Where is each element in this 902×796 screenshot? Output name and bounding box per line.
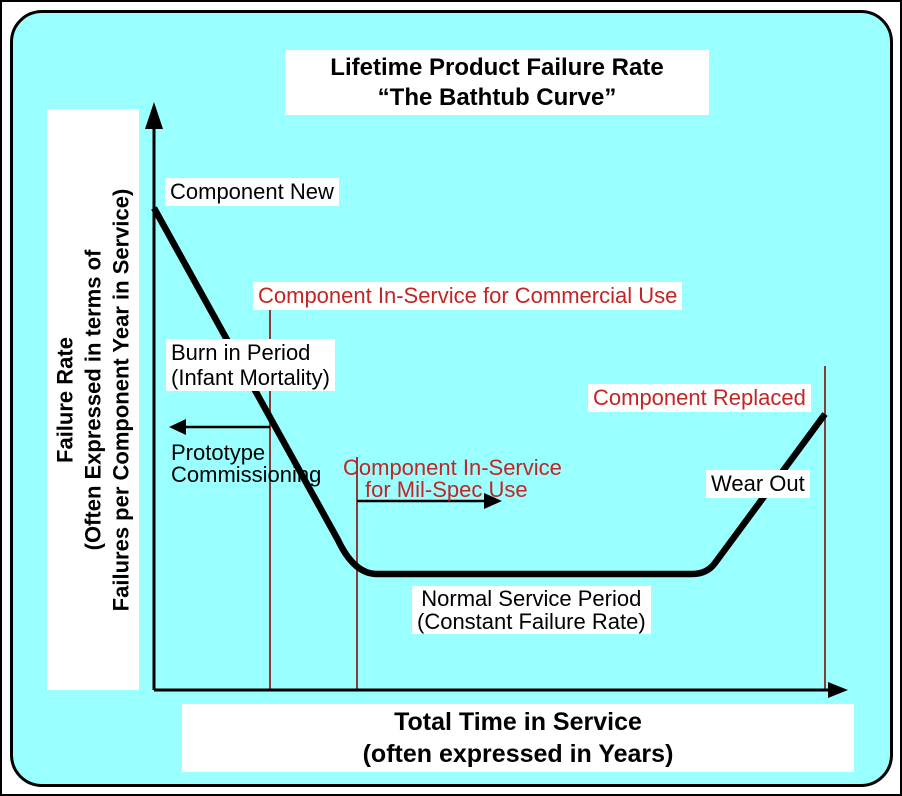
chart-title: Lifetime Product Failure Rate “The Batht… — [285, 50, 709, 115]
chart-title-line2: “The Bathtub Curve” — [377, 83, 617, 111]
chart-title-line1: Lifetime Product Failure Rate — [330, 53, 664, 81]
annotation-wear-out: Wear Out — [706, 470, 810, 498]
annotation-prototype-commissioning: Prototype Commissioning — [171, 440, 322, 487]
annotation-milspec-in-service: Component In-Service for Mil-Spec Use — [343, 455, 562, 502]
bathtub-curve — [151, 206, 828, 578]
annotation-component-replaced: Component Replaced — [588, 384, 811, 412]
milspec-arrowhead-icon — [484, 493, 502, 509]
x-axis-arrowhead-icon — [828, 682, 848, 698]
x-axis-label: Total Time in Service (often expressed i… — [182, 704, 854, 772]
y-axis-arrowhead-icon — [145, 102, 163, 129]
annotation-normal-service-period: Normal Service Period (Constant Failure … — [412, 586, 651, 634]
y-axis-label-box: Failure Rate (Often Expressed in terms o… — [47, 109, 139, 690]
annotation-burn-in-period: Burn in Period (Infant Mortality) — [166, 339, 335, 391]
prototype-arrowhead-icon — [169, 419, 186, 435]
annotation-commercial-in-service: Component In-Service for Commercial Use — [253, 282, 683, 310]
annotation-component-new: Component New — [165, 178, 339, 206]
y-axis-label: Failure Rate (Often Expressed in terms o… — [52, 188, 134, 611]
